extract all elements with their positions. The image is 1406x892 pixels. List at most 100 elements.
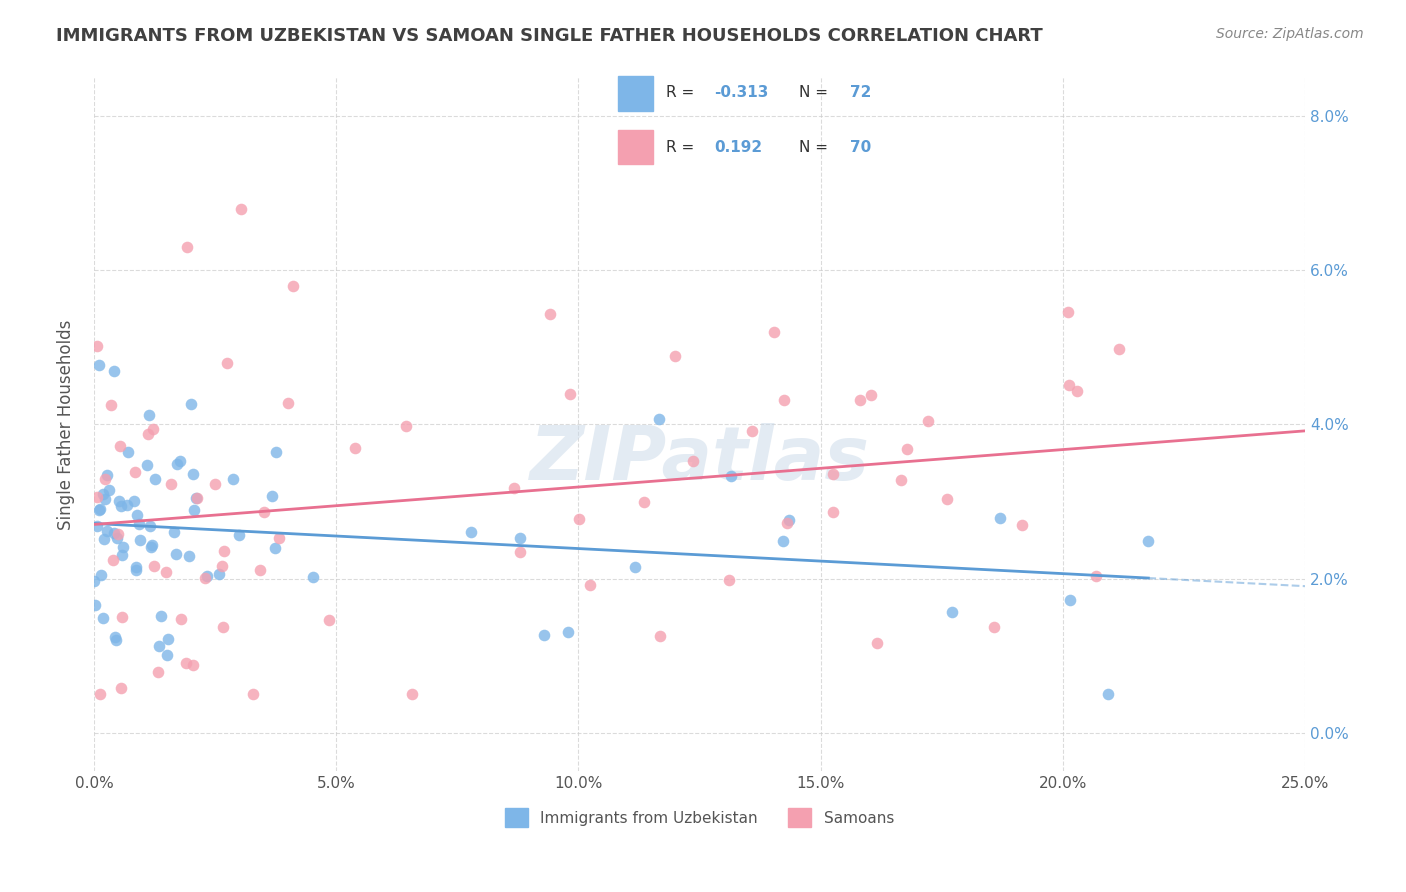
Point <box>557 624 579 639</box>
Point <box>623 559 645 574</box>
Point <box>741 424 763 438</box>
Text: R =: R = <box>666 85 699 100</box>
Point <box>262 489 284 503</box>
Text: IMMIGRANTS FROM UZBEKISTAN VS SAMOAN SINGLE FATHER HOUSEHOLDS CORRELATION CHART: IMMIGRANTS FROM UZBEKISTAN VS SAMOAN SIN… <box>56 27 1043 45</box>
Point <box>1057 378 1080 392</box>
Point <box>83 574 105 589</box>
Point <box>264 541 287 556</box>
Point <box>111 540 134 554</box>
Point <box>778 513 800 527</box>
Point <box>122 494 145 508</box>
Point <box>128 517 150 532</box>
Point <box>107 527 129 541</box>
Point <box>775 516 797 530</box>
Point <box>124 563 146 577</box>
Point <box>204 477 226 491</box>
Point <box>228 528 250 542</box>
Bar <box>617 129 652 164</box>
Point <box>108 439 131 453</box>
Point <box>664 349 686 363</box>
Y-axis label: Single Father Households: Single Father Households <box>58 319 75 530</box>
Point <box>143 472 166 486</box>
Point <box>125 508 148 523</box>
Point <box>208 567 231 582</box>
Point <box>264 444 287 458</box>
Point <box>917 414 939 428</box>
Point <box>460 524 482 539</box>
Point <box>183 502 205 516</box>
Point <box>633 494 655 508</box>
Point <box>301 570 323 584</box>
Point <box>115 498 138 512</box>
Point <box>136 458 159 473</box>
Point <box>89 503 111 517</box>
Point <box>1085 569 1108 583</box>
Point <box>823 505 845 519</box>
Point <box>1011 517 1033 532</box>
Point <box>211 559 233 574</box>
Point <box>105 532 128 546</box>
Point <box>180 397 202 411</box>
Point <box>141 538 163 552</box>
Point <box>343 441 366 455</box>
Point <box>533 628 555 642</box>
Point <box>156 648 179 663</box>
Point <box>148 639 170 653</box>
Point <box>96 467 118 482</box>
Point <box>166 457 188 471</box>
Point <box>762 325 785 339</box>
Point <box>193 571 215 585</box>
Point <box>267 531 290 545</box>
Point <box>97 483 120 497</box>
Point <box>96 524 118 539</box>
Point <box>94 472 117 486</box>
Point <box>111 609 134 624</box>
Point <box>849 392 872 407</box>
Point <box>401 687 423 701</box>
Point <box>720 468 742 483</box>
Point <box>195 569 218 583</box>
Point <box>568 512 591 526</box>
Text: 72: 72 <box>851 85 872 100</box>
Point <box>941 606 963 620</box>
Point <box>129 533 152 547</box>
Point <box>169 453 191 467</box>
Point <box>124 466 146 480</box>
Point <box>1057 305 1080 319</box>
Point <box>170 612 193 626</box>
Point <box>101 552 124 566</box>
Point <box>983 619 1005 633</box>
Point <box>242 687 264 701</box>
Point <box>93 610 115 624</box>
Point <box>89 687 111 701</box>
Point <box>936 492 959 507</box>
Point <box>277 395 299 409</box>
Point <box>866 636 889 650</box>
Point <box>538 307 561 321</box>
Point <box>146 665 169 679</box>
Point <box>117 445 139 459</box>
Point <box>93 491 115 506</box>
Point <box>91 486 114 500</box>
Point <box>136 427 159 442</box>
Point <box>84 598 107 612</box>
Point <box>125 560 148 574</box>
Point <box>509 545 531 559</box>
Point <box>177 549 200 563</box>
Point <box>141 540 163 554</box>
Point <box>105 632 128 647</box>
Point <box>231 202 253 216</box>
Point <box>143 558 166 573</box>
Point <box>110 681 132 696</box>
Point <box>174 656 197 670</box>
Point <box>86 519 108 533</box>
Point <box>139 519 162 533</box>
Point <box>717 573 740 587</box>
Point <box>155 565 177 579</box>
Point <box>318 613 340 627</box>
Point <box>772 393 794 408</box>
Point <box>110 499 132 513</box>
Text: -0.313: -0.313 <box>714 85 769 100</box>
Point <box>86 490 108 504</box>
Point <box>142 421 165 435</box>
